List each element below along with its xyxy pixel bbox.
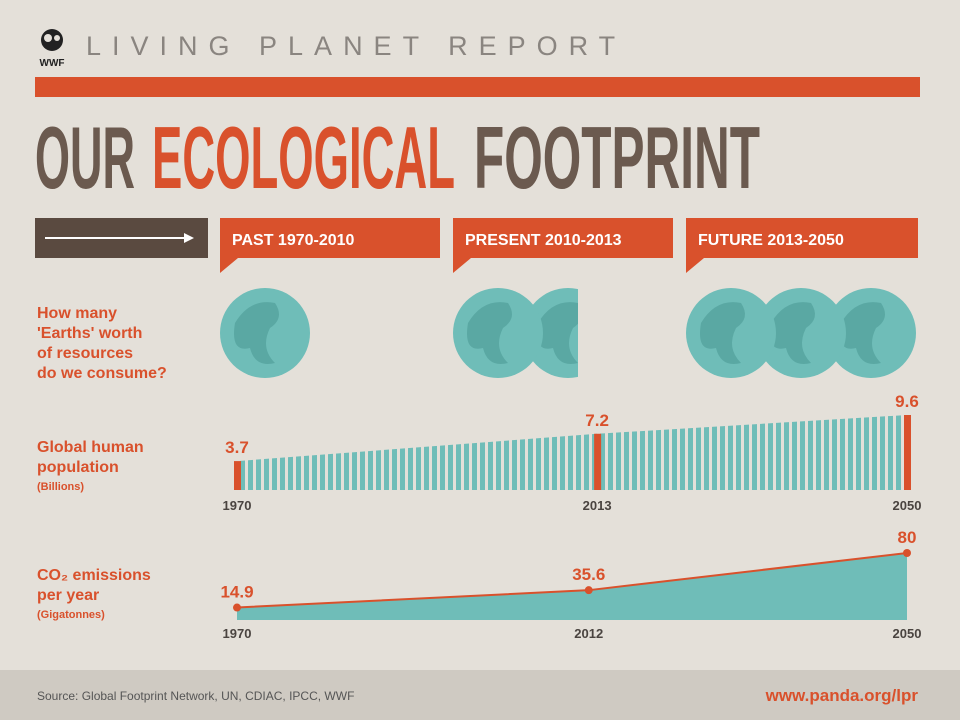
row-label: CO₂ emissions [37, 567, 151, 584]
row-label: 'Earths' worth [37, 325, 142, 342]
period-label: PRESENT 2010-2013 [465, 232, 622, 249]
logo-text: WWF [40, 58, 65, 69]
earth-group [686, 288, 916, 378]
row-unit: (Billions) [37, 481, 84, 493]
report-name: LIVING PLANET REPORT [86, 31, 626, 61]
source: Source: Global Footprint Network, UN, CD… [37, 689, 354, 703]
population-marker [234, 461, 241, 490]
value-label: 9.6 [895, 392, 919, 411]
row-label: of resources [37, 345, 133, 362]
earth-group [220, 288, 310, 378]
x-tick-label: 2012 [574, 626, 603, 641]
footer-band [0, 670, 960, 720]
emissions-point [584, 586, 593, 595]
emissions-point [903, 549, 911, 557]
timeline-arrow [35, 218, 208, 258]
header-bar [35, 77, 920, 97]
x-tick-label: 2050 [893, 626, 922, 641]
row-unit: (Gigatonnes) [37, 609, 105, 621]
title: FOOTPRINT [474, 108, 760, 207]
land [234, 302, 279, 364]
x-tick-label: 2050 [893, 498, 922, 513]
land [537, 302, 578, 364]
value-label: 3.7 [225, 438, 249, 457]
row-label: Global human [37, 439, 144, 456]
population-marker [904, 415, 911, 490]
x-tick-label: 2013 [583, 498, 612, 513]
emissions-area [237, 553, 907, 620]
row-label: per year [37, 587, 99, 604]
earths [686, 288, 916, 378]
value-label: 80 [898, 528, 917, 547]
emissions-point [233, 603, 241, 612]
population-marker [594, 433, 602, 490]
row-label: population [37, 459, 119, 476]
row-label: How many [37, 305, 117, 322]
earths [453, 288, 578, 378]
title: OUR [35, 108, 135, 207]
period-banner [686, 218, 918, 273]
land [840, 302, 885, 364]
period-banner [453, 218, 673, 273]
period-label: FUTURE 2013-2050 [698, 232, 844, 249]
population-stripes [237, 415, 907, 490]
x-tick-label: 1970 [223, 626, 252, 641]
earths [220, 288, 310, 378]
x-tick-label: 1970 [223, 498, 252, 513]
land [467, 302, 512, 364]
logo: WWF [40, 29, 65, 69]
land [700, 302, 745, 364]
period-banner [220, 218, 440, 273]
earth-group [453, 288, 578, 378]
row-label: do we consume? [37, 365, 167, 382]
period-label: PAST 1970-2010 [232, 232, 355, 249]
title: ECOLOGICAL [152, 108, 455, 207]
value-label: 7.2 [585, 411, 609, 430]
land [770, 302, 815, 364]
url[interactable]: www.panda.org/lpr [765, 686, 919, 705]
value-label: 14.9 [220, 583, 253, 602]
value-label: 35.6 [572, 565, 605, 584]
